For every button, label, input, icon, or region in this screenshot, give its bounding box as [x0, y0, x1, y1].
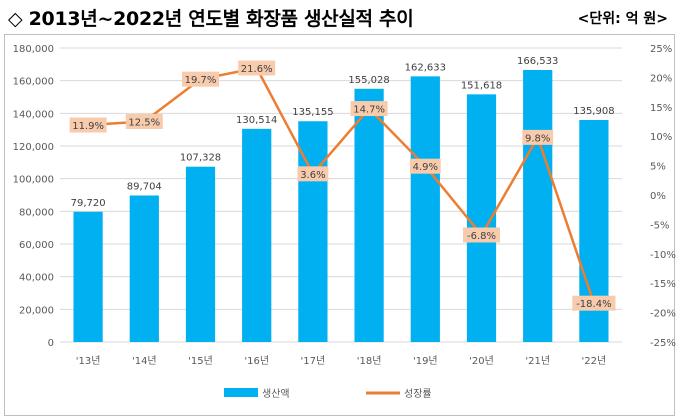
bar-value-label: 135,155	[292, 107, 333, 118]
line-value-label: 11.9%	[72, 121, 104, 132]
bar	[129, 195, 159, 342]
right-tick-label: -15%	[650, 279, 676, 290]
legend: 생산액 성장률	[224, 388, 432, 400]
left-tick-label: 180,000	[13, 44, 54, 55]
line-label-box	[238, 60, 276, 76]
line-value-label: 14.7%	[353, 105, 385, 116]
right-tick-label: -10%	[650, 250, 676, 261]
bar	[185, 166, 216, 342]
right-tick-label: 0%	[650, 191, 666, 202]
x-tick-label: '22년	[582, 355, 607, 367]
left-tick-label: 160,000	[13, 77, 54, 88]
line-series	[86, 65, 596, 306]
x-tick-label: '20년	[469, 355, 494, 367]
line-value-label: -6.8%	[467, 231, 496, 242]
x-tick-label: '17년	[301, 355, 326, 367]
line-data-labels: 11.9% 12.5% 19.7% 21.6% 3.6% 14.7% 4.9% -6.8% 9.…	[69, 60, 616, 311]
left-tick-label: 0	[48, 338, 54, 349]
bar-series	[73, 69, 609, 343]
line-label-box	[297, 166, 329, 182]
left-tick-label: 60,000	[19, 240, 54, 251]
bar-value-label: 162,633	[405, 62, 446, 73]
line-label-box	[409, 158, 441, 174]
right-tick-label: -20%	[650, 309, 676, 320]
line-label-box	[522, 129, 554, 145]
x-axis-ticks: '13년 '14년 '15년 '16년 '17년 '18년 '19년 '20년 '21년 '22년	[76, 355, 606, 367]
line-value-label: -18.4%	[576, 299, 611, 310]
unit-label: <단위: 억 원>	[577, 11, 668, 27]
left-tick-label: 40,000	[19, 273, 54, 284]
bar	[410, 76, 440, 343]
left-tick-label: 140,000	[13, 109, 54, 120]
bar	[73, 211, 103, 342]
line-value-label: 19.7%	[185, 75, 217, 86]
chart-frame	[4, 34, 675, 416]
right-tick-label: 15%	[650, 103, 672, 114]
bar-value-label: 135,908	[573, 106, 614, 117]
right-tick-label: 25%	[650, 44, 672, 55]
bar-value-label: 89,704	[127, 181, 162, 192]
x-tick-label: '15년	[188, 355, 213, 367]
line-label-box	[69, 117, 107, 133]
bar-value-label: 151,618	[461, 80, 502, 91]
x-tick-label: '19년	[413, 355, 438, 367]
growth-line	[88, 66, 596, 304]
chart-title: ◇ 2013년~2022년 연도별 화장품 생산실적 추이	[8, 8, 414, 30]
bar-value-label: 79,720	[71, 198, 106, 209]
left-tick-label: 120,000	[13, 142, 54, 153]
line-label-box	[463, 227, 500, 243]
x-tick-label: '21년	[525, 355, 550, 367]
bar-value-label: 107,328	[180, 153, 221, 164]
legend-line-label: 성장률	[404, 388, 432, 400]
bar	[354, 88, 384, 342]
line-label-box	[125, 114, 163, 129]
bar-value-label: 155,028	[348, 75, 389, 86]
line-value-label: 21.6%	[241, 64, 273, 75]
right-tick-label: 10%	[650, 132, 672, 143]
left-tick-label: 20,000	[19, 305, 54, 316]
line-value-label: 4.9%	[413, 162, 438, 173]
chart-header: ◇ 2013년~2022년 연도별 화장품 생산실적 추이 <단위: 억 원>	[0, 0, 680, 32]
left-axis-ticks: 0 20,000 40,000 60,000 80,000 100,000 120,000 1…	[13, 44, 54, 349]
right-tick-label: -25%	[650, 338, 676, 349]
x-tick-label: '16년	[244, 355, 269, 367]
line-label-box	[350, 101, 388, 117]
x-tick-label: '14년	[132, 355, 157, 367]
right-axis-ticks: -25% -20% -15% -10% -5% 0% 5% 10% 15% 20% 25%	[650, 44, 676, 349]
bar-data-labels: 79,720 89,704 107,328 130,514 135,155 155,028…	[71, 56, 615, 209]
right-tick-label: 5%	[650, 162, 666, 173]
line-value-label: 9.8%	[525, 133, 550, 144]
left-tick-label: 100,000	[13, 175, 54, 186]
bar-value-label: 130,514	[236, 115, 277, 126]
line-label-box	[182, 71, 219, 87]
right-tick-label: -5%	[650, 220, 669, 231]
legend-bar-swatch	[224, 388, 258, 397]
line-value-label: 12.5%	[128, 118, 160, 129]
line-value-label: 3.6%	[300, 170, 325, 181]
bar	[242, 128, 272, 342]
legend-bar-label: 생산액	[262, 388, 290, 400]
x-tick-label: '18년	[357, 355, 382, 367]
bar	[523, 69, 553, 343]
line-label-box	[572, 295, 616, 311]
left-tick-label: 80,000	[19, 207, 54, 218]
x-tick-label: '13년	[76, 355, 101, 367]
bar-value-label: 166,533	[517, 56, 558, 67]
right-tick-label: 20%	[650, 73, 672, 84]
